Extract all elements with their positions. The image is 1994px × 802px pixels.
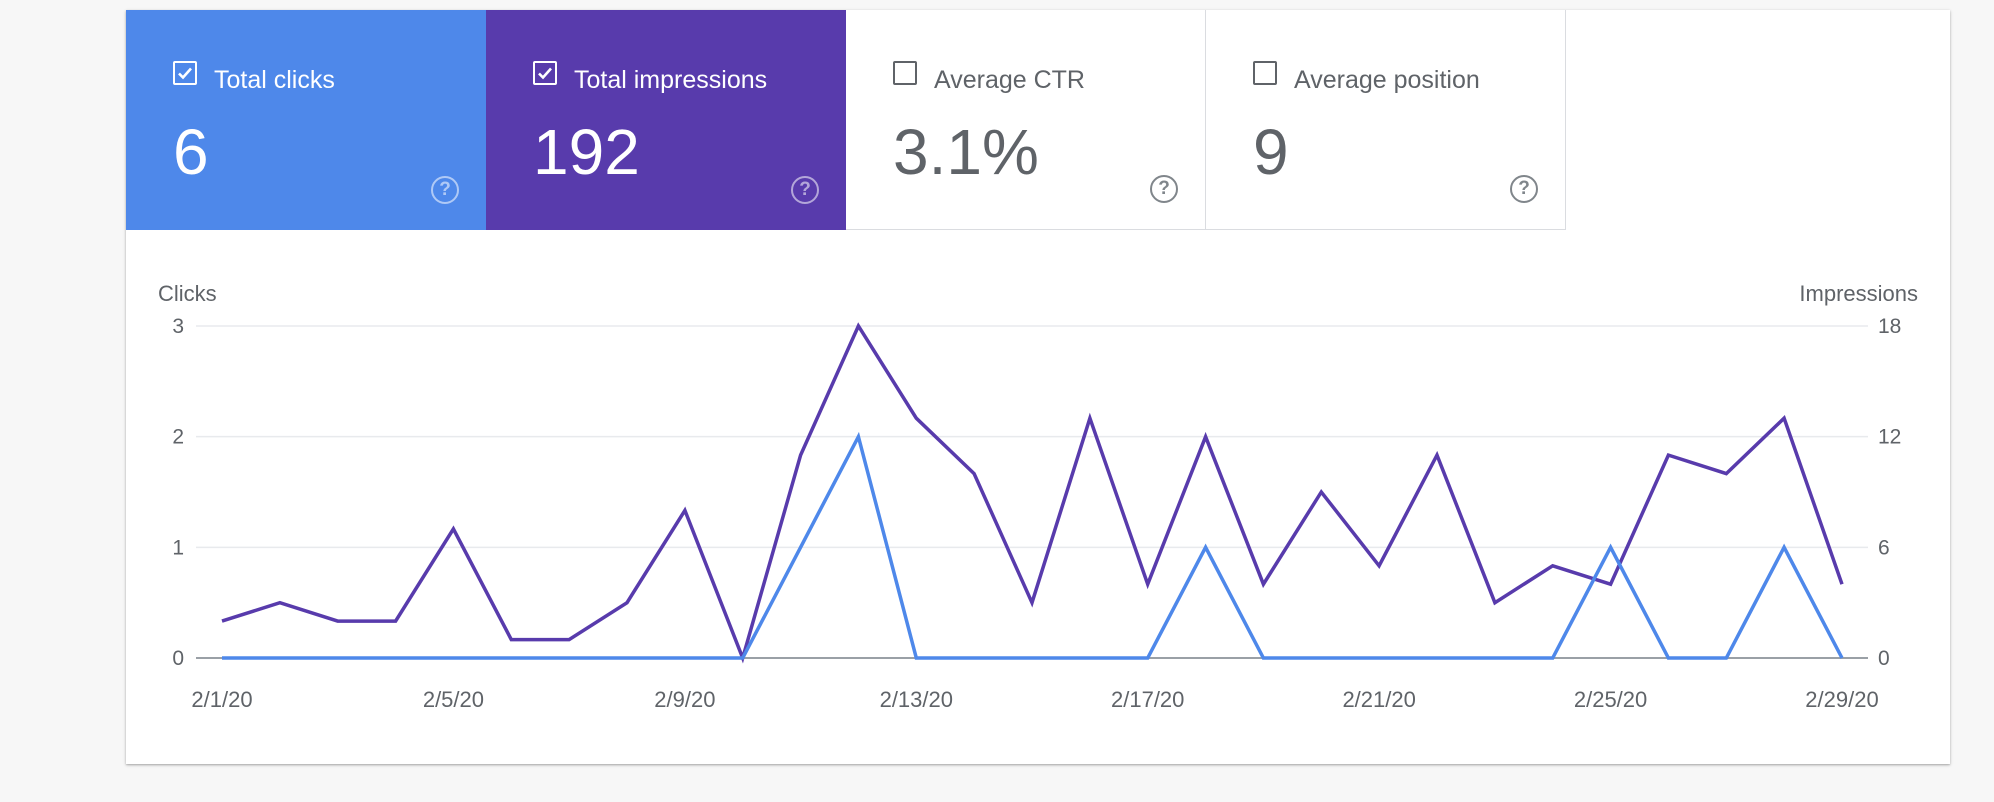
metric-value: 6: [173, 116, 209, 188]
left-axis-tick-label: 2: [172, 426, 184, 449]
x-axis-tick-label: 2/13/20: [880, 687, 953, 712]
x-axis-tick-label: 2/1/20: [191, 687, 252, 712]
x-axis-tick-label: 2/17/20: [1111, 687, 1184, 712]
metric-total-clicks[interactable]: Total clicks 6 ?: [126, 10, 486, 230]
checkbox-checked-icon[interactable]: [533, 61, 557, 85]
right-axis-tick-label: 12: [1878, 426, 1901, 449]
left-axis-tick-label: 1: [172, 536, 184, 559]
x-axis-tick-label: 2/21/20: [1342, 687, 1415, 712]
performance-card: Total clicks 6 ? Total impressions 192 ?…: [126, 10, 1950, 764]
metric-value: 3.1%: [893, 116, 1039, 188]
metric-value: 9: [1253, 116, 1289, 188]
right-axis-tick-label: 18: [1878, 315, 1901, 338]
metric-label: Total clicks: [214, 66, 335, 94]
x-axis-tick-label: 2/29/20: [1805, 687, 1878, 712]
metric-label: Average position: [1294, 66, 1480, 94]
help-icon[interactable]: ?: [1150, 175, 1178, 203]
x-axis-tick-label: 2/25/20: [1574, 687, 1647, 712]
left-axis-title: Clicks: [158, 281, 217, 306]
checkbox-checked-icon[interactable]: [173, 61, 197, 85]
right-axis-tick-label: 0: [1878, 647, 1890, 670]
grid-lines: [196, 325, 1868, 659]
right-axis-title: Impressions: [1799, 281, 1918, 306]
help-icon[interactable]: ?: [1510, 175, 1538, 203]
metric-value: 192: [533, 116, 640, 188]
help-icon[interactable]: ?: [431, 176, 459, 204]
left-axis-tick-label: 3: [172, 315, 184, 338]
metric-average-ctr[interactable]: Average CTR 3.1% ?: [846, 10, 1206, 230]
x-axis-tick-label: 2/5/20: [423, 687, 484, 712]
checkbox-unchecked-icon[interactable]: [893, 61, 917, 85]
x-axis-tick-label: 2/9/20: [654, 687, 715, 712]
left-axis-tick-label: 0: [172, 647, 184, 670]
metric-label: Average CTR: [934, 66, 1085, 94]
metric-average-position[interactable]: Average position 9 ?: [1206, 10, 1566, 230]
right-axis-tick-label: 6: [1878, 536, 1890, 559]
clicks-series-line: [222, 431, 1844, 660]
impressions-series-line: [221, 322, 1844, 664]
metric-label: Total impressions: [574, 66, 768, 94]
checkbox-unchecked-icon[interactable]: [1253, 61, 1277, 85]
series-lines: [221, 322, 1844, 664]
metric-total-impressions[interactable]: Total impressions 192 ?: [486, 10, 846, 230]
help-icon[interactable]: ?: [791, 176, 819, 204]
